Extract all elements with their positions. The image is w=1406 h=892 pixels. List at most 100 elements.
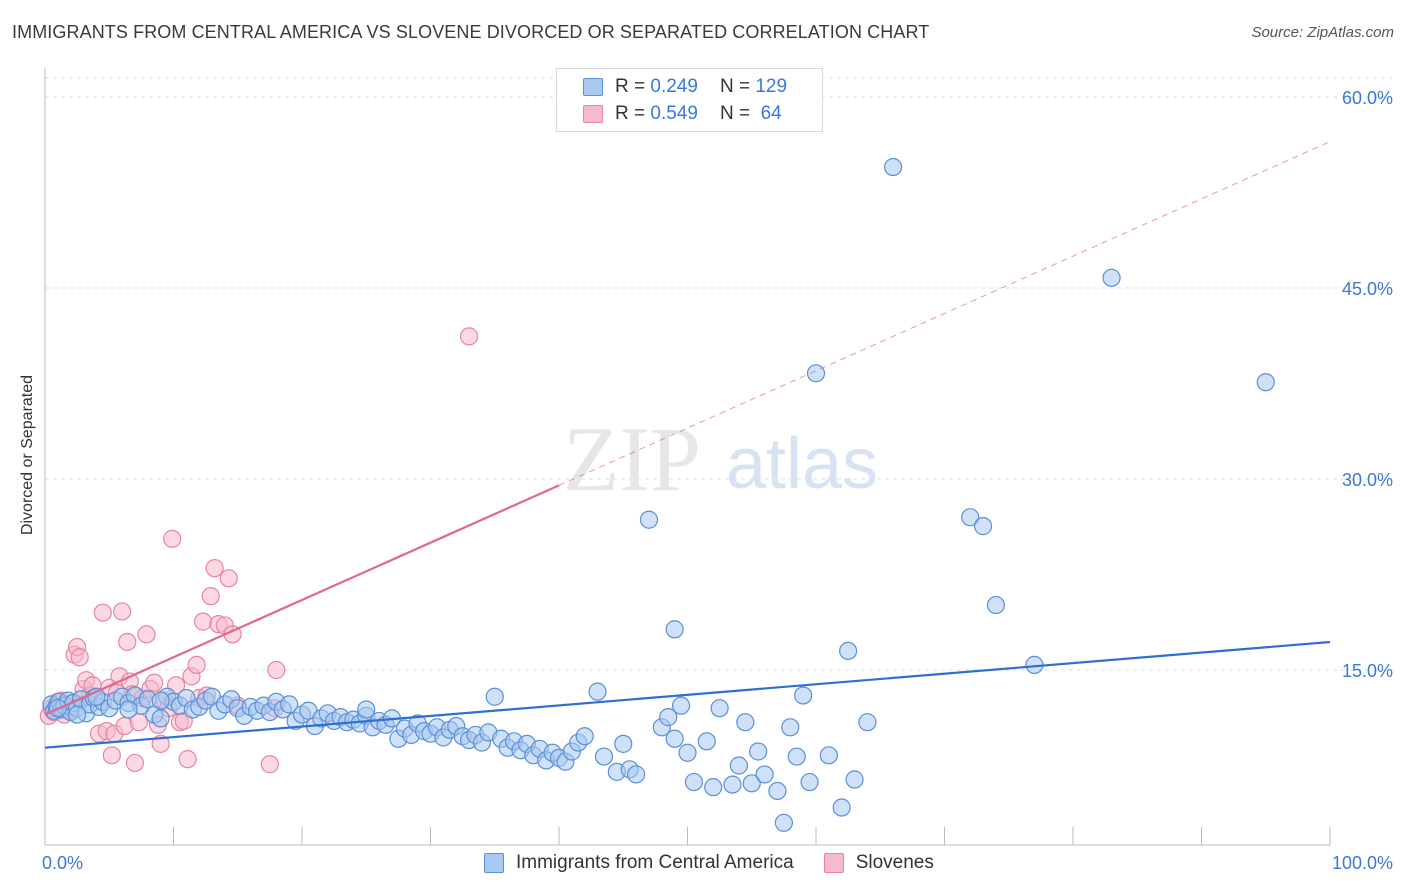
slovenes-point (145, 673, 164, 692)
central-america-point (858, 713, 877, 732)
central-america-point (768, 781, 787, 801)
slovenes-point (163, 529, 182, 548)
legend-item-slovenes[interactable]: Slovenes (823, 852, 934, 874)
central-america-point (806, 364, 826, 383)
slovenes-point (125, 753, 145, 773)
slovenes-point (93, 603, 112, 622)
central-america-point (68, 705, 87, 724)
central-america-point (626, 765, 646, 784)
central-america-point (883, 157, 903, 177)
legend-r-label: R = (615, 103, 646, 124)
central-america-point (781, 718, 800, 737)
central-america-point (755, 765, 774, 784)
slovenes-point (459, 327, 479, 346)
legend-r-label: R = (615, 76, 646, 97)
central-america-point (774, 813, 793, 832)
central-america-point (151, 691, 170, 710)
central-america-point (614, 734, 633, 753)
legend-row-central-america: R = 0.249 N = 129 (583, 75, 787, 99)
central-america-trend-line (44, 640, 1331, 749)
series-legend: Immigrants from Central America Slovenes (484, 852, 964, 874)
slovenes-point (219, 569, 238, 588)
central-america-point (659, 708, 678, 727)
central-america-point (594, 747, 614, 766)
legend-n-label: N = (719, 103, 751, 124)
y-tick-label: 30.0% (1342, 470, 1393, 490)
central-america-point (961, 508, 980, 527)
legend-n-value: 129 (755, 76, 788, 97)
legend-r-value: 0.549 (650, 103, 698, 124)
legend-swatch-blue (484, 853, 504, 873)
watermark-zip: ZIP (563, 408, 701, 510)
watermark: ZIP atlas (563, 408, 878, 510)
trend-lines (44, 141, 1331, 749)
y-tick-label: 45.0% (1342, 279, 1393, 299)
central-america-point (485, 687, 504, 706)
central-america-point (749, 742, 768, 761)
central-america-point (575, 727, 594, 746)
legend-n-value: 64 (760, 103, 782, 124)
central-america-point (986, 595, 1006, 615)
slovenes-point (137, 625, 156, 644)
central-america-point (973, 517, 993, 536)
slovenes-point (102, 746, 121, 765)
slovenes-point (112, 602, 132, 621)
watermark-atlas: atlas (726, 424, 878, 504)
central-america-point (742, 774, 761, 793)
legend-swatch-pink (823, 853, 844, 873)
central-america-point (357, 700, 376, 719)
legend-row-slovenes: R = 0.549 N = 64 (583, 102, 782, 126)
x-tick-label: 0.0% (42, 853, 83, 873)
central-america-point (710, 699, 729, 718)
slovenes-trend-line (44, 484, 560, 716)
central-america-point (704, 778, 723, 797)
central-america-point (678, 743, 697, 762)
y-axis-label: Divorced or Separated (19, 374, 36, 536)
slovenes-point (118, 632, 137, 652)
central-america-point (839, 641, 858, 661)
central-america-point (280, 695, 299, 714)
central-america-point (800, 772, 819, 792)
chart-title: IMMIGRANTS FROM CENTRAL AMERICA VS SLOVE… (12, 22, 930, 42)
gridlines (45, 77, 1392, 671)
central-america-point (151, 709, 170, 728)
y-tick-label: 15.0% (1342, 661, 1393, 681)
central-america-point (684, 772, 704, 792)
central-america-point (671, 696, 691, 715)
slovenes-trend-extension (558, 141, 1331, 486)
slovenes-point (201, 587, 220, 606)
central-america-point (723, 775, 742, 794)
legend-item-central-america[interactable]: Immigrants from Central America (484, 852, 794, 874)
slovenes-point (70, 648, 89, 667)
tick-labels: 15.0% 30.0% 45.0% 60.0% 0.0% 100.0% (42, 88, 1393, 873)
central-america-point (1256, 373, 1275, 392)
x-tick-label: 100.0% (1332, 853, 1393, 873)
source-label: Source: ZipAtlas.com (1251, 24, 1394, 41)
central-america-point (819, 746, 838, 765)
correlation-legend: R = 0.249 N = 129 R = 0.549 N = 64 (556, 68, 823, 132)
central-america-point (588, 682, 607, 701)
central-america-point (665, 620, 684, 639)
slovenes-point (178, 750, 197, 769)
y-tick-label: 60.0% (1342, 88, 1393, 108)
central-america-point (845, 770, 864, 789)
central-america-point (794, 686, 813, 705)
central-america-point (787, 747, 806, 766)
slovenes-point (193, 612, 213, 631)
legend-swatch-pink (583, 105, 603, 123)
legend-label: Slovenes (855, 852, 934, 873)
slovenes-point (260, 755, 279, 774)
slovenes-point (187, 655, 206, 675)
central-america-point (729, 756, 749, 775)
central-america-point (697, 732, 716, 751)
legend-swatch-blue (583, 78, 603, 96)
central-america-point (119, 700, 138, 719)
central-america-point (639, 510, 659, 529)
legend-label: Immigrants from Central America (516, 852, 794, 873)
slovenes-point (205, 559, 224, 578)
legend-n-label: N = (719, 76, 751, 97)
slovenes-point (267, 660, 286, 680)
central-america-point (1102, 268, 1121, 287)
central-america-point (665, 729, 684, 748)
